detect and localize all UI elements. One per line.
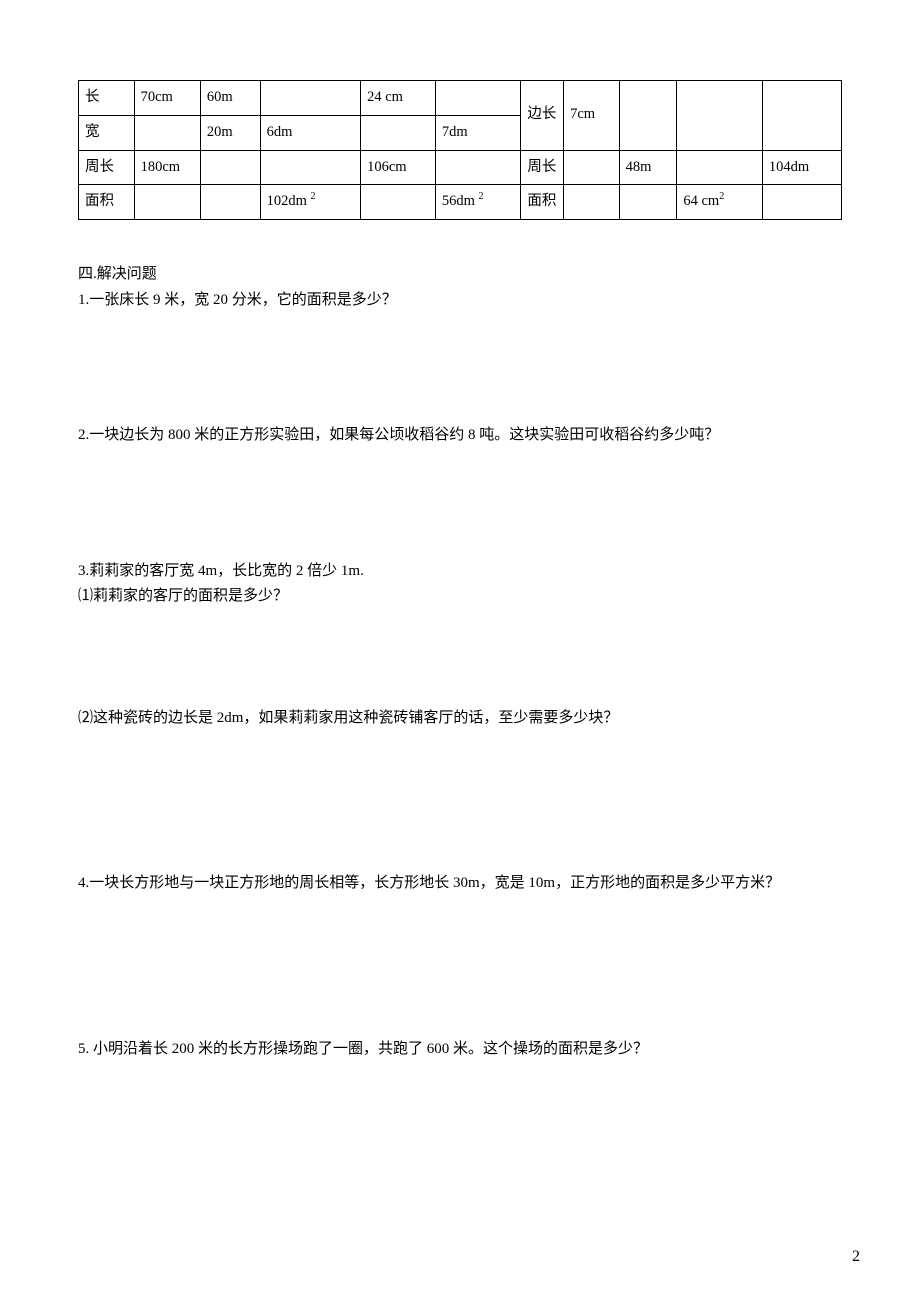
cell: 长 <box>79 81 135 116</box>
cell: 面积 <box>79 185 135 220</box>
cell <box>260 150 360 185</box>
dimensions-table: 长 70cm 60m 24 cm 边长 7cm 宽 20m 6dm 7dm 周长… <box>78 80 842 220</box>
cell: 56dm 2 <box>435 185 520 220</box>
cell <box>260 81 360 116</box>
cell <box>677 81 762 151</box>
cell <box>762 81 841 151</box>
cell-text: 102dm 2 <box>267 193 316 209</box>
cell: 104dm <box>762 150 841 185</box>
cell <box>762 185 841 220</box>
cell: 7cm <box>564 81 620 151</box>
cell: 48m <box>619 150 677 185</box>
table-row: 面积 102dm 2 56dm 2 面积 64 cm2 <box>79 185 842 220</box>
cell: 70cm <box>134 81 200 116</box>
cell <box>361 115 436 150</box>
question-1: 1.一张床长 9 米，宽 20 分米，它的面积是多少？ <box>78 288 842 314</box>
question-3-2: ⑵这种瓷砖的边长是 2dm，如果莉莉家用这种瓷砖铺客厅的话，至少需要多少块？ <box>78 706 842 732</box>
question-2: 2.一块边长为 800 米的正方形实验田，如果每公顷收稻谷约 8 吨。这块实验田… <box>78 423 842 449</box>
question-4: 4.一块长方形地与一块正方形地的周长相等，长方形地长 30m，宽是 10m，正方… <box>78 871 842 897</box>
cell: 102dm 2 <box>260 185 360 220</box>
cell: 60m <box>200 81 260 116</box>
cell: 宽 <box>79 115 135 150</box>
page: 长 70cm 60m 24 cm 边长 7cm 宽 20m 6dm 7dm 周长… <box>0 0 920 1302</box>
cell: 7dm <box>435 115 520 150</box>
cell: 20m <box>200 115 260 150</box>
table-row: 长 70cm 60m 24 cm 边长 7cm <box>79 81 842 116</box>
cell <box>619 81 677 151</box>
cell <box>564 185 620 220</box>
page-number: 2 <box>852 1248 860 1266</box>
cell <box>200 185 260 220</box>
cell: 180cm <box>134 150 200 185</box>
cell: 边长 <box>521 81 564 151</box>
cell: 106cm <box>361 150 436 185</box>
cell <box>200 150 260 185</box>
section-problems: 四.解决问题 1.一张床长 9 米，宽 20 分米，它的面积是多少？ 2.一块边… <box>78 262 842 1062</box>
cell: 周长 <box>521 150 564 185</box>
table-row: 周长 180cm 106cm 周长 48m 104dm <box>79 150 842 185</box>
cell <box>619 185 677 220</box>
section-title: 四.解决问题 <box>78 262 842 288</box>
cell <box>435 81 520 116</box>
cell-text: 56dm 2 <box>442 193 484 209</box>
cell: 周长 <box>79 150 135 185</box>
cell <box>564 150 620 185</box>
question-5: 5. 小明沿着长 200 米的长方形操场跑了一圈，共跑了 600 米。这个操场的… <box>78 1037 842 1063</box>
cell: 24 cm <box>361 81 436 116</box>
cell: 64 cm2 <box>677 185 762 220</box>
cell: 6dm <box>260 115 360 150</box>
cell <box>677 150 762 185</box>
cell <box>134 185 200 220</box>
cell <box>435 150 520 185</box>
question-3-intro: 3.莉莉家的客厅宽 4m，长比宽的 2 倍少 1m. <box>78 559 842 585</box>
cell <box>361 185 436 220</box>
cell: 面积 <box>521 185 564 220</box>
question-3-1: ⑴莉莉家的客厅的面积是多少？ <box>78 584 842 610</box>
cell-text: 64 cm2 <box>683 193 724 209</box>
cell <box>134 115 200 150</box>
